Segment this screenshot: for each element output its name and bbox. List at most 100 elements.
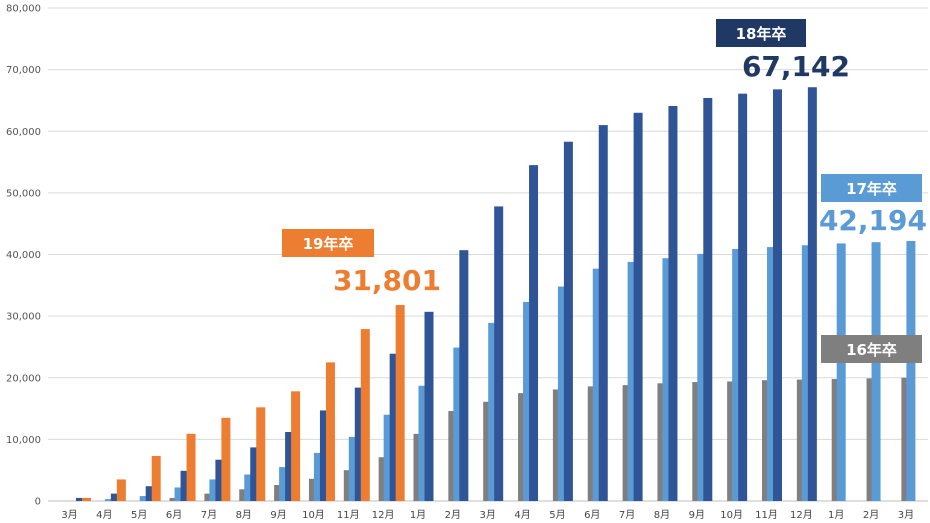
bar-16年卒-9 (378, 457, 388, 501)
bar-17年卒-17 (662, 258, 672, 501)
badge-label-17年卒: 17年卒 (846, 180, 897, 198)
bar-18年卒-12 (494, 206, 504, 501)
bar-18年卒-14 (563, 141, 573, 501)
bar-18年卒-13 (529, 165, 539, 502)
bar-19年卒-1 (116, 479, 126, 501)
bar-19年卒-3 (186, 433, 196, 501)
bar-16年卒-12 (483, 401, 493, 501)
x-tick-label: 3月 (61, 509, 77, 521)
x-tick-label: 11月 (755, 509, 778, 521)
badge-label-19年卒: 19年卒 (303, 235, 354, 253)
bar-17年卒-4 (209, 479, 219, 501)
y-tick-label: 20,000 (6, 373, 41, 384)
bar-18年卒-3 (180, 470, 190, 501)
value-label-19年卒: 31,801 (333, 264, 441, 297)
bar-17年卒-18 (697, 253, 707, 501)
bar-16年卒-16 (622, 385, 632, 501)
bar-16年卒-6 (274, 484, 284, 501)
bar-17年卒-14 (557, 286, 567, 501)
bar-18年卒-11 (459, 250, 469, 501)
bar-17年卒-19 (732, 248, 742, 501)
bar-18年卒-15 (598, 125, 608, 502)
bar-19年卒-9 (395, 305, 405, 501)
bar-17年卒-9 (383, 414, 393, 501)
bar-19年卒-2 (151, 456, 161, 501)
bar-18年卒-6 (285, 431, 295, 501)
bar-17年卒-22 (836, 243, 846, 501)
x-tick-label: 1月 (410, 509, 426, 521)
bar-16年卒-4 (204, 493, 214, 501)
x-tick-label: 10月 (302, 509, 325, 521)
bar-18年卒-9 (389, 353, 399, 501)
bar-17年卒-5 (244, 474, 254, 501)
bar-16年卒-10 (413, 433, 423, 501)
y-tick-label: 70,000 (6, 65, 41, 76)
y-tick-label: 10,000 (6, 435, 41, 446)
bar-17年卒-21 (801, 245, 811, 501)
y-tick-label: 30,000 (6, 312, 41, 323)
bar-16年卒-3 (169, 497, 179, 501)
badge-16年卒 (821, 335, 922, 363)
bar-18年卒-18 (703, 97, 713, 501)
badge-17年卒 (821, 174, 922, 202)
x-tick-label: 4月 (96, 509, 112, 521)
bar-16年卒-20 (762, 380, 771, 501)
bar-16年卒-14 (552, 389, 562, 501)
x-tick-label: 3月 (898, 509, 914, 521)
bar-16年卒-21 (796, 379, 806, 501)
value-label-17年卒: 42,194 (819, 204, 927, 237)
y-tick-label: 80,000 (6, 4, 41, 15)
x-tick-label: 7月 (201, 509, 217, 521)
x-tick-label: 12月 (790, 509, 813, 521)
bars (76, 87, 916, 502)
bar-18年卒-8 (354, 387, 364, 501)
x-tick-label: 9月 (270, 509, 286, 521)
x-tick-label: 1月 (828, 509, 844, 521)
x-tick-label: 8月 (236, 509, 252, 521)
bar-18年卒-20 (773, 89, 782, 501)
y-tick-label: 60,000 (6, 127, 41, 138)
y-tick-label: 0 (35, 497, 41, 508)
bar-18年卒-4 (215, 459, 225, 501)
bar-16年卒-7 (308, 478, 318, 501)
bar-18年卒-19 (738, 93, 748, 501)
bar-16年卒-8 (343, 470, 353, 501)
x-tick-label: 4月 (514, 509, 530, 521)
bar-18年卒-10 (424, 311, 434, 501)
x-tick-label: 5月 (549, 509, 565, 521)
badge-label-18年卒: 18年卒 (736, 25, 787, 43)
bar-17年卒-8 (348, 436, 358, 501)
bar-16年卒-23 (866, 378, 876, 501)
y-tick-label: 50,000 (6, 188, 41, 199)
bar-16年卒-11 (448, 411, 458, 501)
bar-16年卒-17 (657, 383, 667, 501)
bar-16年卒-19 (727, 381, 737, 501)
bar-18年卒-7 (319, 410, 329, 501)
badge-19年卒 (282, 229, 374, 257)
badge-18年卒 (716, 19, 806, 47)
x-tick-label: 8月 (654, 509, 670, 521)
bar-16年卒-18 (692, 382, 702, 501)
bar-18年卒-1 (110, 493, 120, 501)
bar-17年卒-16 (627, 261, 637, 501)
x-tick-label: 7月 (619, 509, 635, 521)
bar-18年卒-17 (668, 105, 678, 501)
bar-16年卒-13 (518, 393, 528, 501)
y-tick-label: 40,000 (6, 250, 41, 261)
x-tick-label: 10月 (720, 509, 743, 521)
bar-17年卒-12 (488, 322, 498, 501)
x-tick-label: 2月 (445, 509, 461, 521)
bar-16年卒-24 (901, 377, 911, 501)
annotations: 19年卒 31,801 18年卒 67,142 17年卒 42,194 16年卒 (282, 19, 927, 363)
x-tick-label: 12月 (372, 509, 395, 521)
x-tick-label: 11月 (337, 509, 360, 521)
bar-17年卒-20 (767, 247, 776, 501)
bar-16年卒-5 (239, 489, 249, 501)
x-tick-label: 5月 (131, 509, 147, 521)
bar-19年卒-4 (221, 417, 231, 501)
bar-17年卒-11 (453, 347, 463, 501)
x-tick-label: 2月 (863, 509, 879, 521)
bar-17年卒-2 (139, 496, 149, 501)
x-tick-label: 6月 (166, 509, 182, 521)
